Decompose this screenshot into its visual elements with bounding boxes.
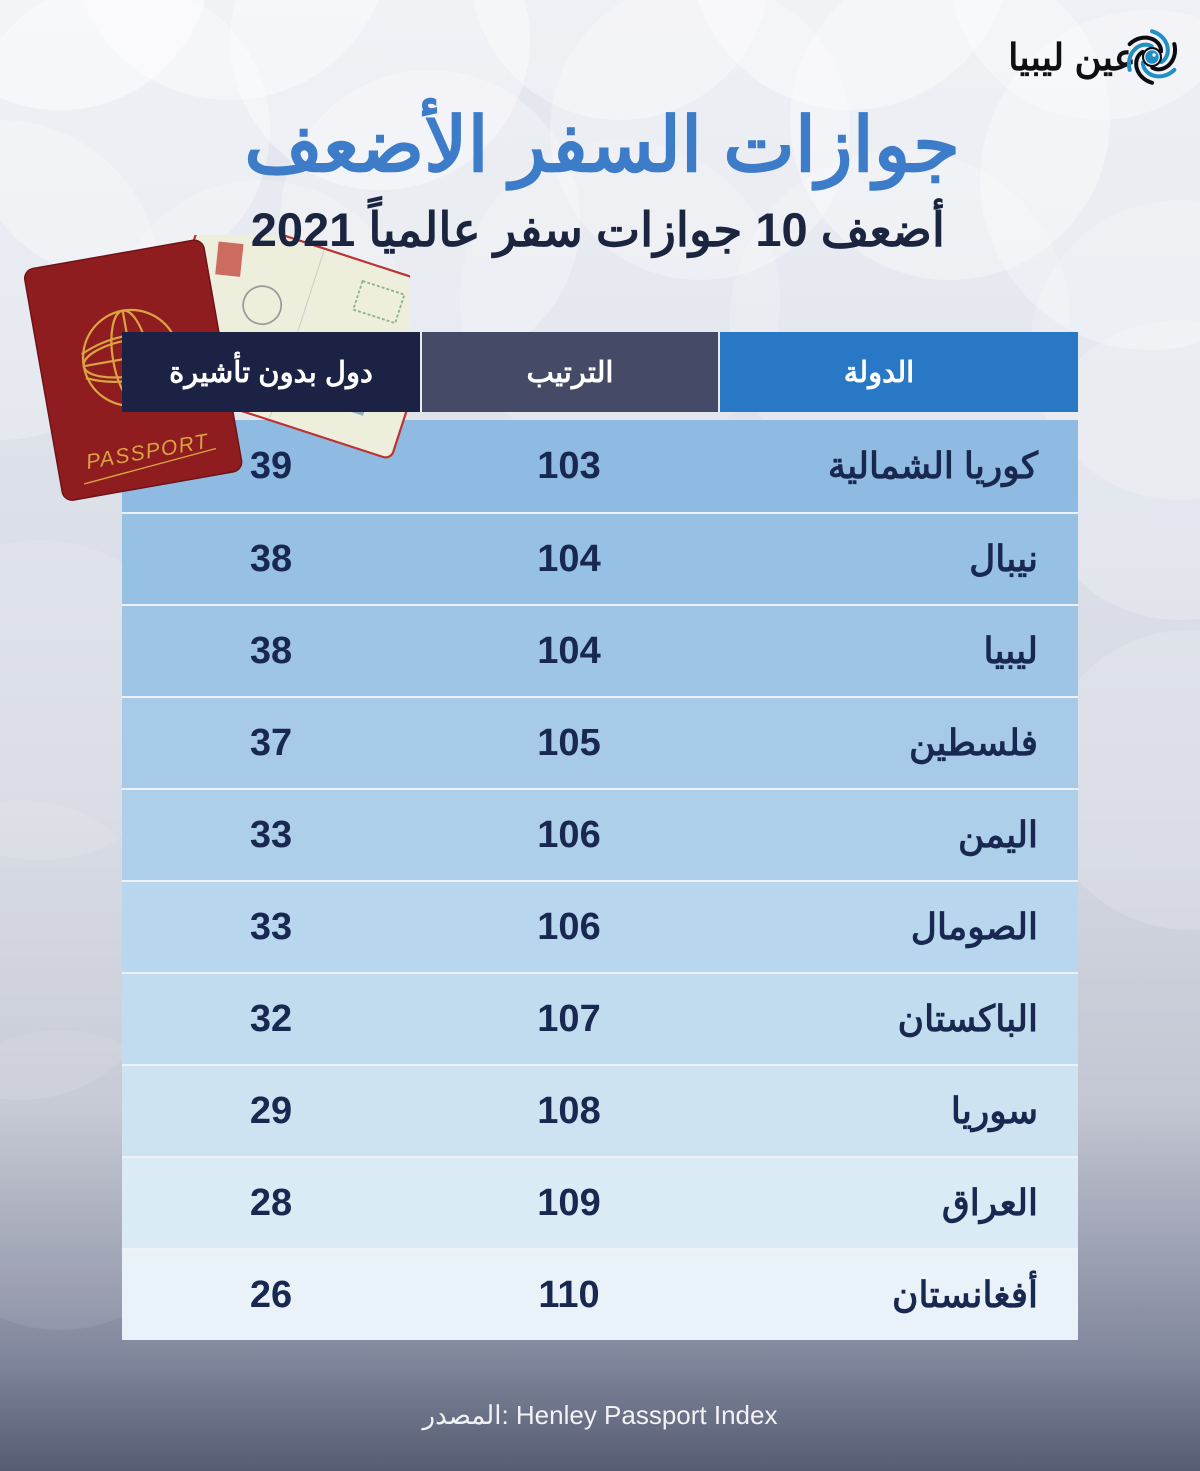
svg-text:عين ليبيا: عين ليبيا xyxy=(1008,37,1136,80)
